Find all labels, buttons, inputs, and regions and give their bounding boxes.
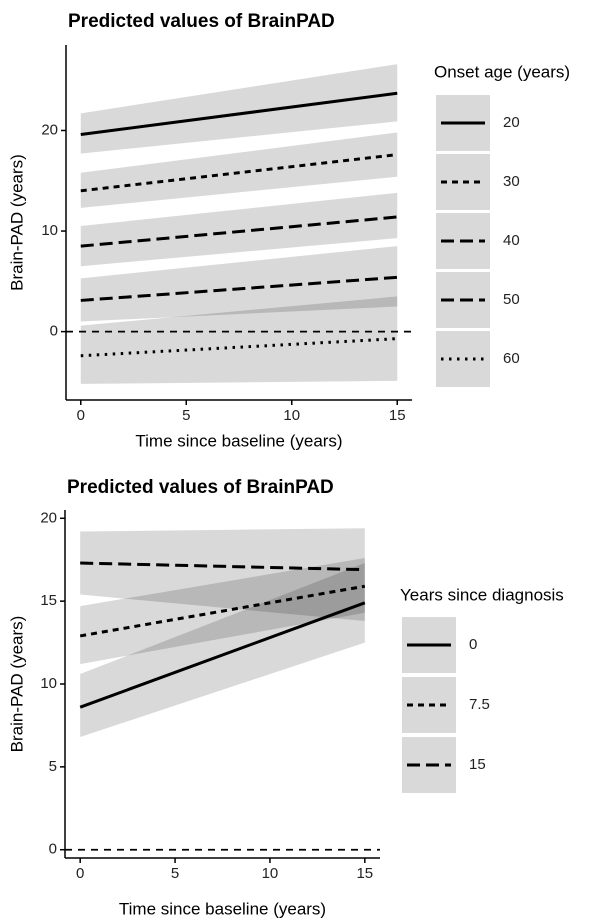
legend-label: 15 bbox=[469, 756, 486, 773]
line bbox=[80, 91, 398, 136]
legend-label: 7.5 bbox=[469, 696, 490, 713]
line bbox=[80, 215, 398, 248]
x-tick-label: 15 bbox=[356, 865, 373, 882]
x-tick-label: 10 bbox=[283, 407, 300, 424]
confidence-band bbox=[80, 246, 398, 322]
x-tick-label: 0 bbox=[76, 865, 84, 882]
legend-label: 30 bbox=[503, 173, 520, 190]
x-axis-title: Time since baseline (years) bbox=[119, 899, 326, 918]
y-tick-label: 20 bbox=[41, 121, 58, 138]
x-tick-label: 10 bbox=[262, 865, 279, 882]
x-axis-title: Time since baseline (years) bbox=[135, 431, 342, 450]
x-tick-label: 0 bbox=[77, 407, 85, 424]
line bbox=[80, 275, 398, 302]
line bbox=[80, 561, 365, 572]
legend-label: 50 bbox=[503, 291, 520, 308]
y-tick-label: 5 bbox=[49, 758, 57, 775]
confidence-band bbox=[80, 563, 365, 738]
legend-label: 0 bbox=[469, 636, 477, 653]
confidence-band bbox=[80, 528, 365, 622]
legend-title: Onset age (years) bbox=[434, 62, 570, 81]
x-tick-label: 5 bbox=[182, 407, 190, 424]
y-tick-label: 0 bbox=[50, 323, 58, 340]
confidence-band bbox=[80, 192, 398, 267]
y-tick-label: 10 bbox=[40, 675, 57, 692]
chart-title: Predicted values of BrainPAD bbox=[67, 477, 334, 498]
legend-label: 60 bbox=[503, 350, 520, 367]
confidence-band bbox=[80, 296, 398, 384]
line bbox=[79, 584, 366, 638]
line bbox=[80, 153, 398, 193]
y-axis-title: Brain-PAD (years) bbox=[7, 616, 26, 753]
legend-title: Years since diagnosis bbox=[400, 585, 564, 604]
y-tick-label: 0 bbox=[49, 841, 57, 858]
legend-label: 40 bbox=[503, 232, 520, 249]
y-tick-label: 20 bbox=[40, 509, 57, 526]
line bbox=[80, 337, 398, 358]
y-tick-label: 10 bbox=[41, 222, 58, 239]
x-tick-label: 15 bbox=[389, 407, 406, 424]
confidence-band bbox=[80, 64, 398, 154]
legend-label: 20 bbox=[503, 114, 520, 131]
confidence-band bbox=[80, 132, 398, 208]
line bbox=[79, 601, 366, 709]
y-tick-label: 15 bbox=[40, 592, 57, 609]
chart-title: Predicted values of BrainPAD bbox=[68, 11, 335, 32]
x-tick-label: 5 bbox=[171, 865, 179, 882]
y-axis-title: Brain-PAD (years) bbox=[7, 154, 26, 291]
